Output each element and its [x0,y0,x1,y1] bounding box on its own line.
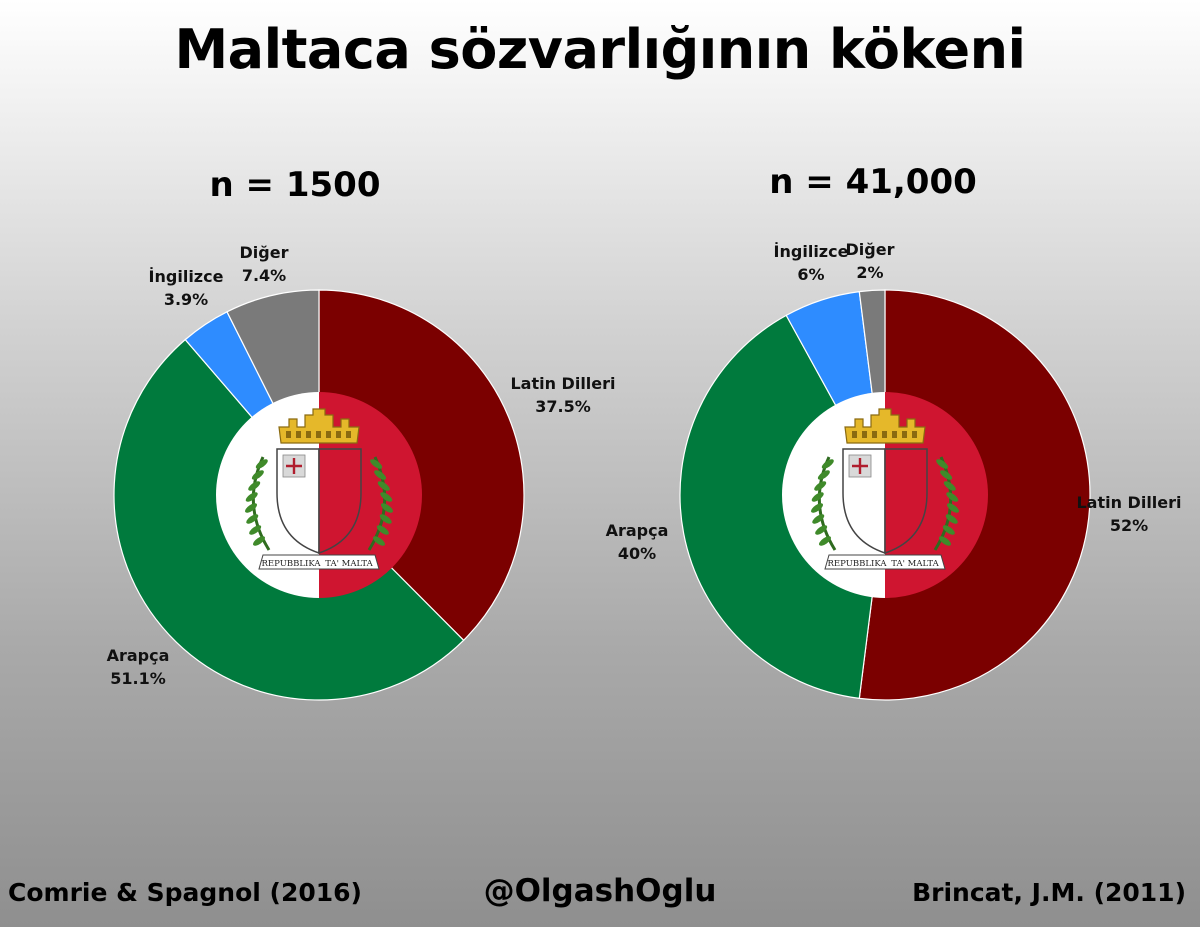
pie-2-label-4-value: 2% [856,263,883,282]
pie-2-label-2-name: Arapça [606,521,669,540]
pie-2-label-4-name: Diğer [846,240,895,259]
emblem-banner-right: TA' MALTA [325,559,373,569]
malta-coat-of-arms-icon: REPUBBLIKA TA' MALTA [245,408,393,570]
pie-1-label-1-value: 37.5% [535,397,591,416]
chart-2-subtitle: n = 41,000 [769,162,977,202]
pie-1-label-3-name: İngilizce [149,267,224,286]
malta-coat-of-arms-icon: REPUBBLIKA TA' MALTA [811,408,959,570]
pie-chart-1: Latin Dilleri 37.5% Arapça 51.1% İngilizce 3.… [107,243,616,701]
pie-1-label-1-name: Latin Dilleri [510,374,615,393]
chart-title: Maltaca sözvarlığının kökeni [174,18,1026,81]
author-handle: @OlgashOglu [483,873,717,909]
source-left: Comrie & Spagnol (2016) [8,878,362,907]
emblem-banner-right: TA' MALTA [891,559,939,569]
pie-2-label-3-value: 6% [797,265,824,284]
source-right: Brincat, J.M. (2011) [912,878,1186,907]
pie-2-label-1-value: 52% [1110,516,1148,535]
pie-2-label-2-value: 40% [618,544,656,563]
chart-1-subtitle: n = 1500 [209,165,381,205]
pie-1-label-2-value: 51.1% [110,669,166,688]
pie-1-label-4-value: 7.4% [242,266,286,285]
pie-1-slice-1 [318,289,525,642]
pie-chart-2: Latin Dilleri 52% Arapça 40% İngilizce 6% Diğe… [606,240,1182,701]
emblem-banner-left: REPUBBLIKA [828,559,888,569]
emblem-banner-left: REPUBBLIKA [262,559,322,569]
pie-1-label-3-value: 3.9% [164,290,208,309]
pie-1-label-4-name: Diğer [240,243,289,262]
pie-2-label-1-name: Latin Dilleri [1076,493,1181,512]
pie-2-label-3-name: İngilizce [774,242,849,261]
pie-1-label-2-name: Arapça [107,646,170,665]
